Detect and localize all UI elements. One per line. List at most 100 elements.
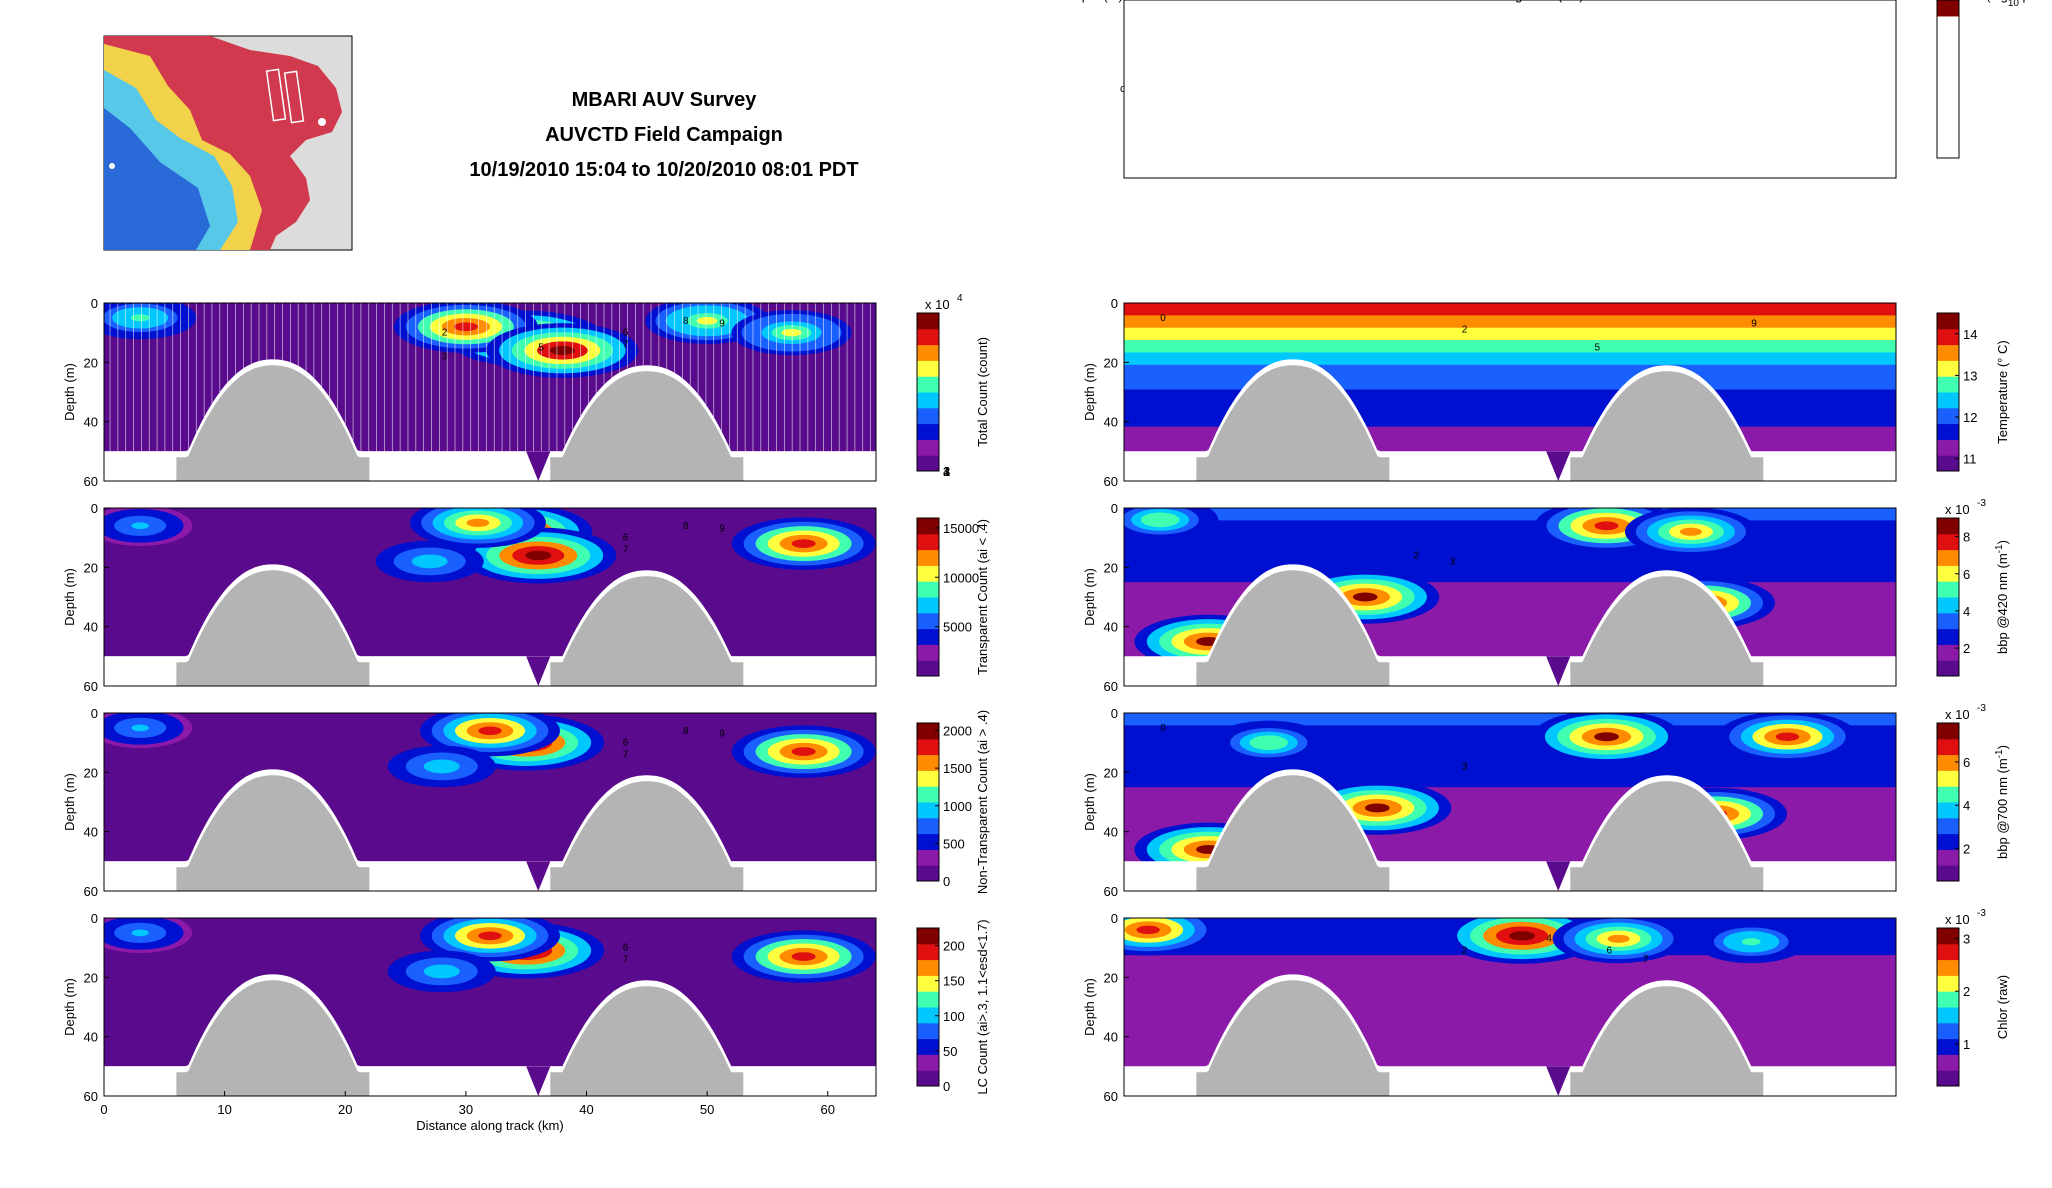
colorbar-segment bbox=[1937, 849, 1959, 866]
colorbar-segment bbox=[917, 802, 939, 819]
colorbar-tick-label: 10000 bbox=[943, 570, 979, 585]
hotspot-contour bbox=[1509, 931, 1536, 941]
station-label: 7 bbox=[623, 340, 629, 351]
colorbar-frame bbox=[1936, 0, 1960, 159]
seafloor-trench bbox=[1546, 656, 1571, 686]
colorbar-segment bbox=[917, 786, 939, 803]
y-tick-label: 20 bbox=[84, 970, 98, 985]
station-label: 2 bbox=[1462, 946, 1468, 957]
axes-frame bbox=[1123, 507, 1897, 687]
colorbar-exponent: x 10 bbox=[925, 297, 950, 312]
colorbar-tick-label: 1500 bbox=[943, 761, 972, 776]
colorbar-segment bbox=[1937, 1038, 1959, 1055]
y-tick-label: 0 bbox=[91, 296, 98, 311]
y-tick-label: 0 bbox=[1111, 501, 1118, 516]
colorbar-segment bbox=[917, 439, 939, 456]
hotspot-contour bbox=[453, 322, 478, 332]
colorbar-segment bbox=[1937, 660, 1959, 677]
colorbar-segment bbox=[917, 407, 939, 425]
y-tick-label: 60 bbox=[84, 1089, 98, 1104]
seafloor-ridge bbox=[176, 775, 744, 891]
colorbar-tick-label: 150 bbox=[943, 974, 965, 989]
colorbar-segment bbox=[917, 565, 939, 582]
heatmap-band bbox=[1124, 352, 1896, 366]
y-tick-label: 40 bbox=[1104, 415, 1118, 430]
seafloor-trench bbox=[526, 861, 551, 891]
y-tick-label: 60 bbox=[1104, 1089, 1118, 1104]
colorbar-tick-label: 1 bbox=[1963, 1037, 1970, 1052]
y-axis-label: Depth (m) bbox=[62, 773, 77, 831]
colorbar-label: Biolum (log10 phot s-1) bbox=[1943, 0, 2052, 9]
heatmap-band bbox=[1124, 377, 1896, 391]
colorbar-segment bbox=[917, 1022, 939, 1040]
seafloor-trench bbox=[1546, 1066, 1571, 1096]
colorbar-segment bbox=[917, 1054, 939, 1071]
colorbar-tick-label: 200 bbox=[943, 939, 965, 954]
x-tick-label: 60 bbox=[1841, 0, 1855, 3]
heatmap-field bbox=[1124, 713, 1896, 891]
station-label: 6 bbox=[623, 943, 629, 954]
hotspot-contour bbox=[1259, 739, 1279, 747]
heatmap-band bbox=[1124, 774, 1896, 788]
y-axis-label: Depth (m) bbox=[1082, 568, 1097, 626]
x-axis-label: Distance along track (km) bbox=[416, 1118, 563, 1133]
colorbar-segment bbox=[917, 360, 939, 377]
colorbar-segment bbox=[1937, 943, 1959, 961]
hotspot-contour bbox=[466, 518, 490, 527]
heatmap-band bbox=[1124, 992, 1896, 1006]
x-tick-label: 50 bbox=[700, 1102, 714, 1117]
colorbar-segment bbox=[1937, 991, 1959, 1008]
heatmap-band bbox=[1124, 315, 1896, 329]
colorbar-segment bbox=[1937, 455, 1959, 472]
hotspot-contour bbox=[1679, 527, 1702, 536]
colorbar-segment bbox=[917, 313, 939, 330]
panel-background bbox=[1124, 0, 1896, 178]
panel-lc-count: 67 0 20 40 60 Depth (m) 0 10 20 30 40 50 60 Distance … bbox=[62, 911, 990, 1133]
colorbar-segment bbox=[917, 376, 939, 393]
y-tick-label: 40 bbox=[84, 620, 98, 635]
colorbar-segment bbox=[1937, 1070, 1959, 1087]
colorbar-segment bbox=[1937, 360, 1959, 377]
inset-map-marker bbox=[109, 163, 115, 169]
colorbar-segment bbox=[917, 817, 939, 835]
colorbar-segment bbox=[917, 597, 939, 614]
colorbar-label: LC Count (ai>.3, 1.1<esd<1.7) bbox=[975, 919, 990, 1094]
axes-frame bbox=[1123, 302, 1897, 482]
colorbar-tick-label: 6 bbox=[1963, 755, 1970, 770]
heatmap-band bbox=[1124, 582, 1896, 596]
seafloor-ridge bbox=[176, 570, 744, 686]
colorbar-segment bbox=[917, 344, 939, 361]
hotspot-contour bbox=[525, 550, 552, 561]
colorbar-segment bbox=[1937, 754, 1959, 771]
colorbar-tick-label: 5000 bbox=[943, 620, 972, 635]
station-label: 0 bbox=[1160, 313, 1166, 324]
hotspot-contour bbox=[1607, 934, 1630, 943]
seafloor-ridge bbox=[176, 365, 744, 481]
heatmap-band bbox=[1124, 762, 1896, 776]
station-label: 6 bbox=[1607, 946, 1613, 957]
y-axis-label: Depth (m) bbox=[1065, 0, 1123, 3]
y-axis-label: Depth (m) bbox=[1082, 978, 1097, 1036]
seafloor-trench bbox=[526, 1066, 551, 1096]
axes-frame bbox=[103, 507, 877, 687]
colorbar-segment bbox=[1937, 533, 1959, 551]
hotspot-contour bbox=[1741, 938, 1761, 946]
colorbar-segment bbox=[1937, 344, 1959, 361]
colorbar-label: bbp @700 nm (m-1) bbox=[1994, 745, 2011, 859]
heatmap-field bbox=[1124, 0, 1896, 178]
panel-non-transparent-count: 67 8 9 0 20 40 60 Depth (m) 0 500 1000 1500 2000 Non-… bbox=[62, 706, 990, 899]
colorbar-tick-label: 100 bbox=[943, 1009, 965, 1024]
x-tick-label: 20 bbox=[1358, 0, 1372, 3]
colorbar-exponent-power: 4 bbox=[957, 293, 963, 304]
y-tick-label: 0 bbox=[91, 501, 98, 516]
station-label: 3 bbox=[1462, 761, 1468, 772]
colorbar-tick-label: 500 bbox=[943, 836, 965, 851]
y-tick-label: 20 bbox=[1104, 0, 1118, 3]
colorbar-tick-label: 1000 bbox=[943, 799, 972, 814]
y-tick-label: 40 bbox=[84, 1030, 98, 1045]
hotspot-contour bbox=[1594, 732, 1619, 742]
y-tick-label: 0 bbox=[91, 911, 98, 926]
hotspot-contour bbox=[791, 539, 816, 548]
colorbar-tick-label: 2 bbox=[1963, 842, 1970, 857]
